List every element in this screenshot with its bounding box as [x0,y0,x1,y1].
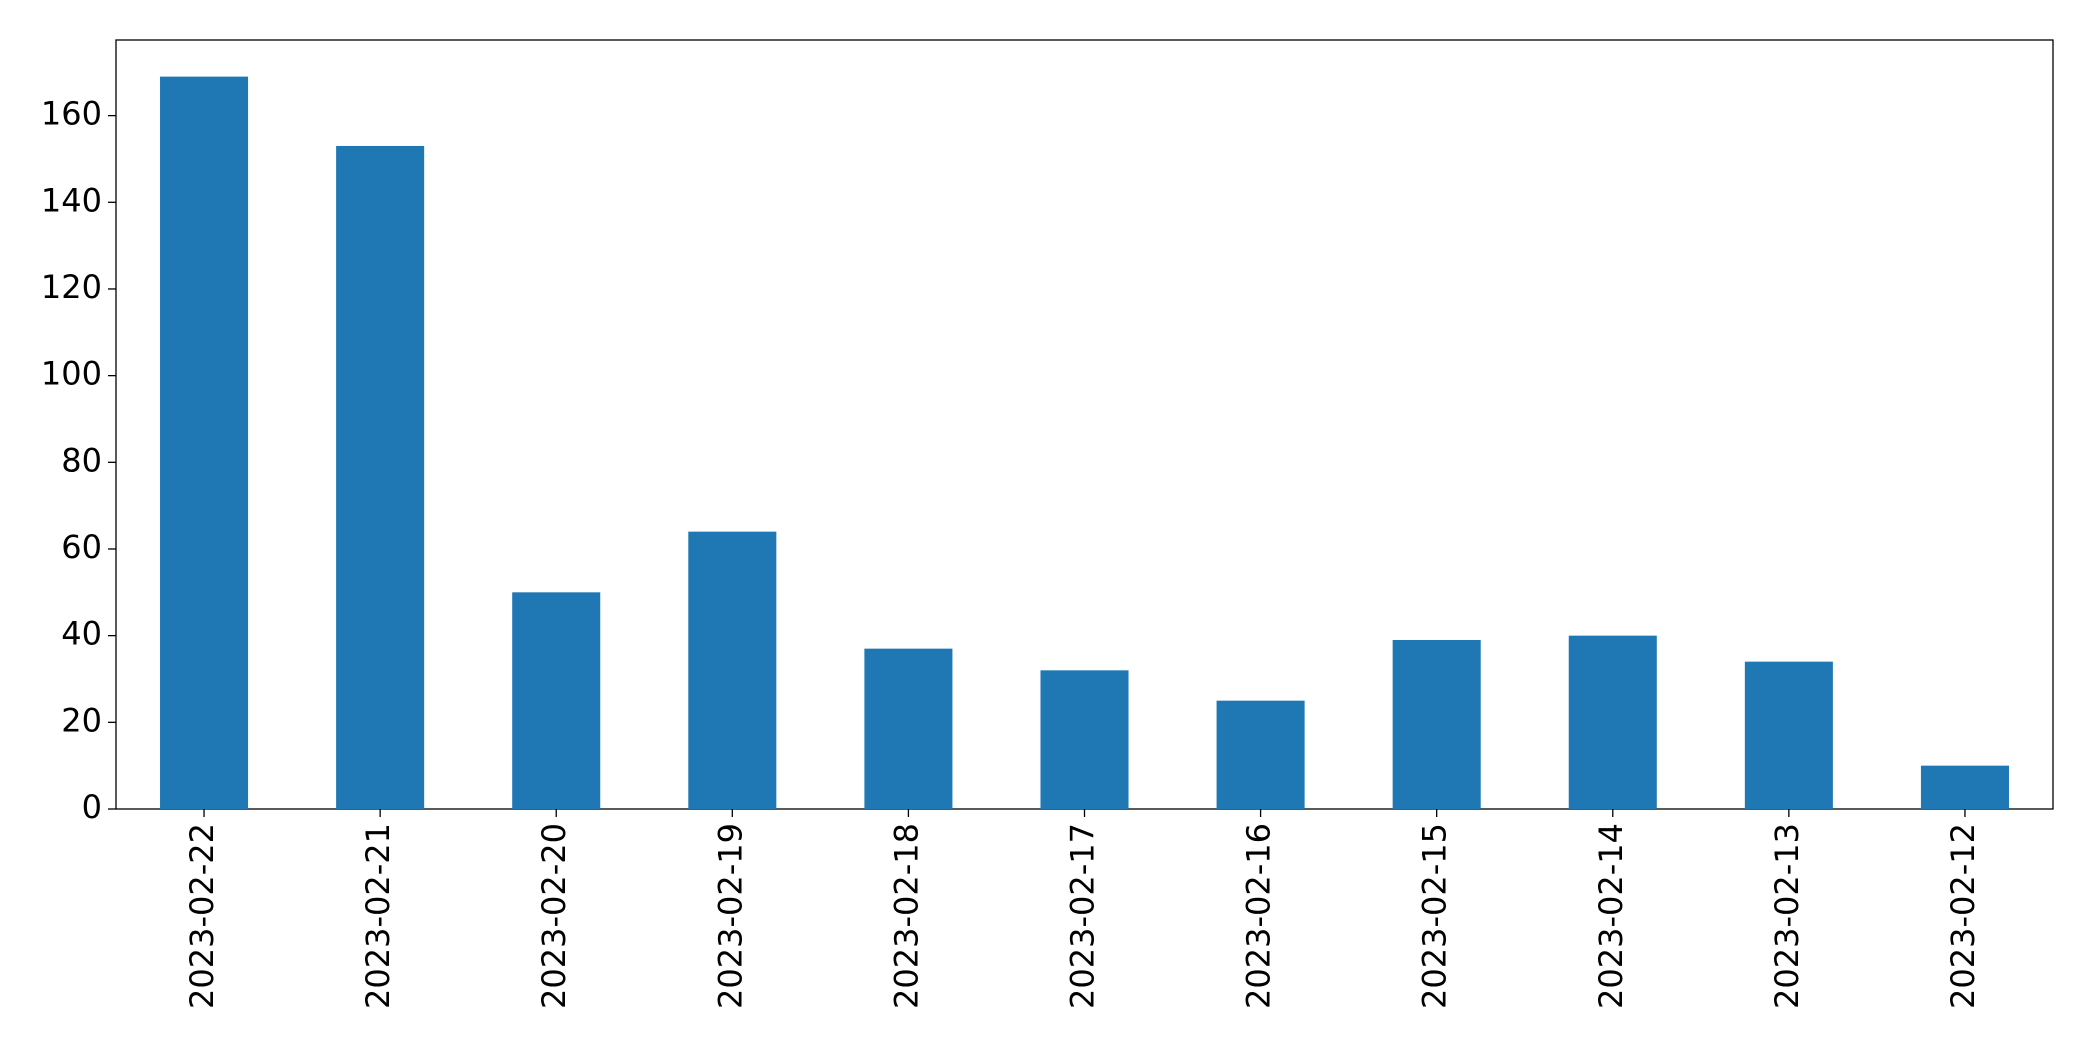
y-tick-label: 140 [41,181,102,219]
x-tick-label: 2023-02-14 [1592,823,1630,1009]
x-tick-label: 2023-02-17 [1064,823,1102,1009]
x-tick-label: 2023-02-13 [1768,823,1806,1009]
x-tick-label: 2023-02-16 [1240,823,1278,1009]
bar [1392,639,1481,809]
bar [1744,661,1833,809]
bar [1568,635,1657,809]
x-tick-label: 2023-02-18 [887,823,925,1009]
bar [512,592,601,809]
y-tick-label: 80 [61,441,102,479]
y-tick-label: 40 [61,615,102,653]
x-tick-label: 2023-02-12 [1944,823,1982,1009]
y-tick-label: 100 [41,355,102,393]
x-tick-label: 2023-02-15 [1416,823,1454,1009]
bar [688,531,777,809]
x-tick-label: 2023-02-20 [535,823,573,1009]
y-tick-label: 0 [82,788,102,826]
y-tick-label: 120 [41,268,102,306]
bar [336,145,425,809]
x-tick-label: 2023-02-22 [183,823,221,1009]
y-tick-label: 60 [61,528,102,566]
y-tick-label: 20 [61,701,102,739]
x-tick-label: 2023-02-21 [359,823,397,1009]
bar [1040,670,1129,809]
bar [1216,700,1305,809]
bar [160,76,249,810]
bar [864,648,953,809]
y-tick-label: 160 [41,95,102,133]
x-tick-label: 2023-02-19 [711,823,749,1009]
bar [1920,765,2009,809]
